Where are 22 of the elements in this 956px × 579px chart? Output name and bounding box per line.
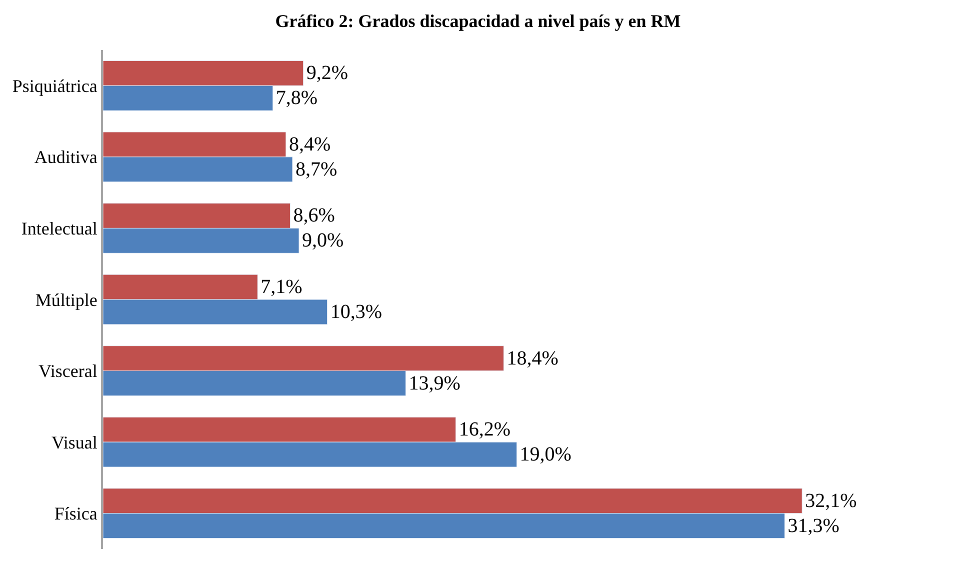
y-tick-label: Auditiva xyxy=(34,147,98,168)
y-tick-label: Psiquiátrica xyxy=(12,76,98,96)
y-tick-label: Física xyxy=(54,504,98,524)
data-label: 31,3% xyxy=(788,514,840,537)
data-label: 9,0% xyxy=(302,230,344,252)
data-label: 7,8% xyxy=(276,87,318,110)
data-label: 8,7% xyxy=(295,158,338,180)
y-tick-label: Visual xyxy=(51,432,98,452)
data-label: 9,2% xyxy=(306,62,348,84)
data-label: 7,1% xyxy=(260,276,302,298)
data-label: 8,4% xyxy=(288,133,331,156)
y-tick-label: Múltiple xyxy=(35,290,98,310)
data-label: 19,0% xyxy=(520,444,572,466)
chart-title: Gráfico 2: Grados discapacidad a nivel país y en RM xyxy=(275,11,681,32)
y-tick-label: Intelectual xyxy=(21,218,98,239)
data-label: 10,3% xyxy=(330,300,382,323)
y-tick-label: Visceral xyxy=(38,361,98,382)
data-label: 8,6% xyxy=(293,204,335,227)
data-label: 13,9% xyxy=(408,372,460,394)
data-label: 32,1% xyxy=(805,490,857,512)
data-label: 18,4% xyxy=(506,347,558,370)
data-label: 16,2% xyxy=(458,418,510,441)
